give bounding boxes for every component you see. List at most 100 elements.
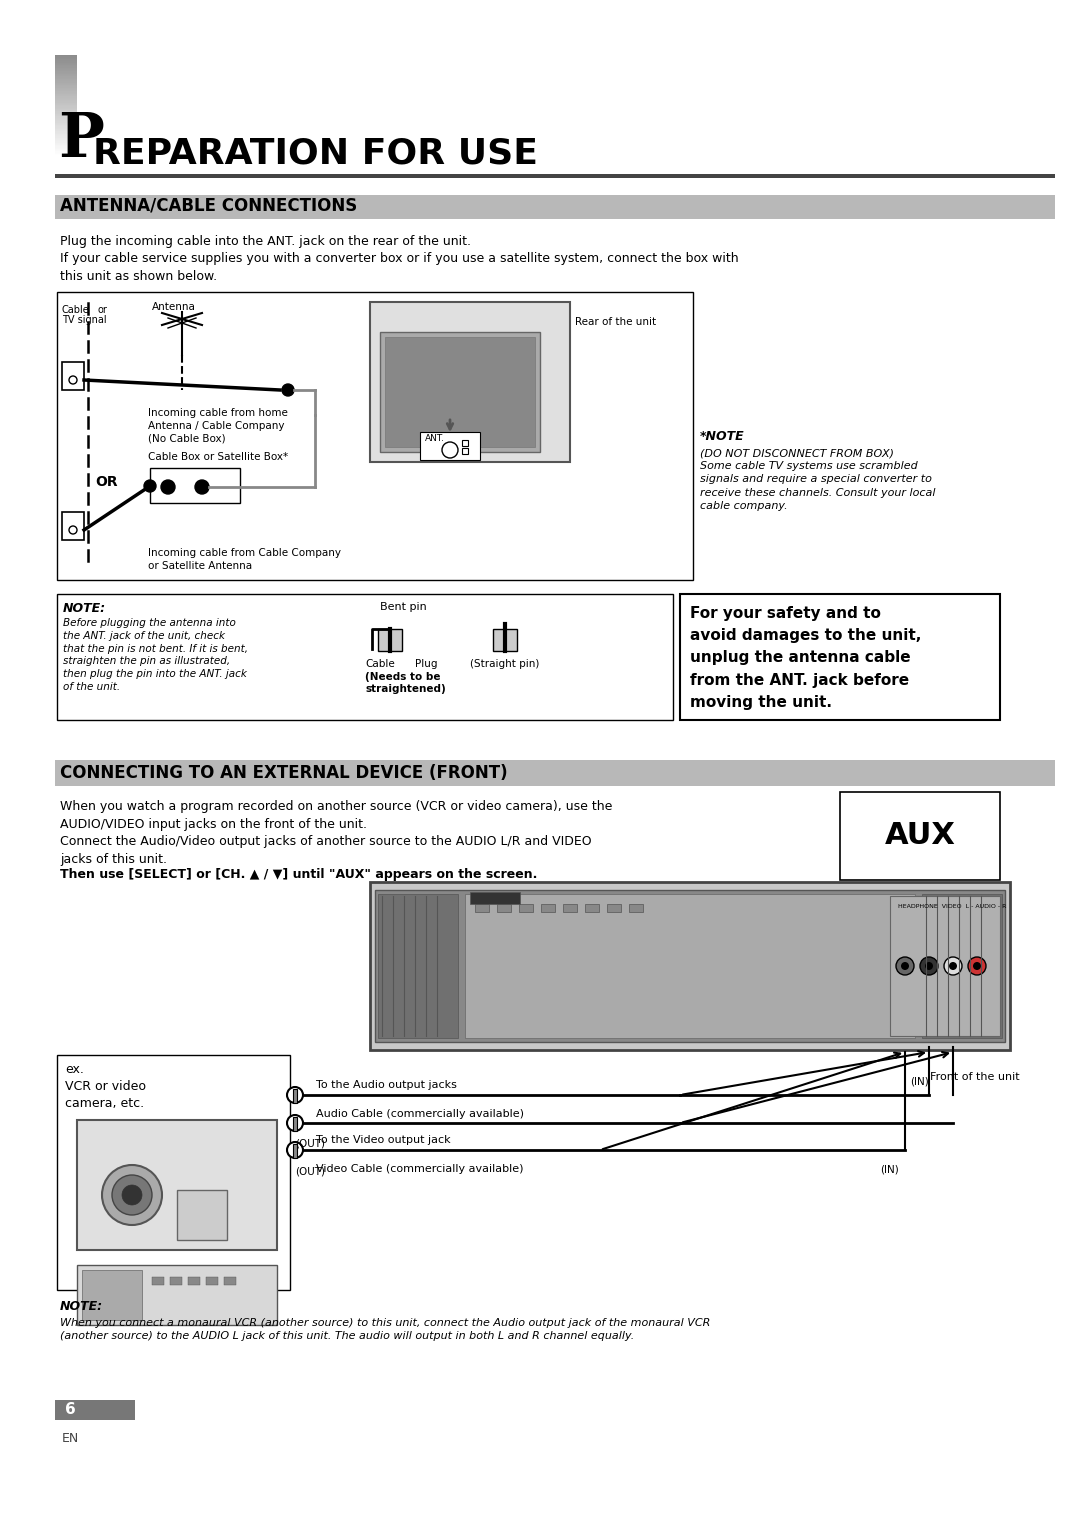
Text: Cable: Cable (365, 659, 395, 669)
Circle shape (112, 1175, 152, 1215)
Text: (IN): (IN) (880, 1164, 899, 1174)
Text: OUT: OUT (192, 471, 208, 478)
Text: ANT.: ANT. (426, 434, 445, 443)
Text: Video Cable (commercially available): Video Cable (commercially available) (316, 1164, 524, 1174)
Text: 6: 6 (65, 1403, 76, 1416)
Circle shape (102, 1164, 162, 1225)
Text: (Straight pin): (Straight pin) (470, 659, 539, 669)
Bar (384, 338, 535, 448)
Text: Incoming cable from Cable Company
or Satellite Antenna: Incoming cable from Cable Company or Sat… (148, 549, 341, 571)
Text: NOTE:: NOTE: (60, 1300, 103, 1313)
Text: Incoming cable from home
Antenna / Cable Company
(No Cable Box): Incoming cable from home Antenna / Cable… (148, 408, 288, 443)
Text: OR: OR (95, 475, 118, 489)
Text: Cable: Cable (62, 306, 90, 315)
Bar (293, 1117, 297, 1131)
Text: If your cable service supplies you with a converter box or if you use a satellit: If your cable service supplies you with … (60, 252, 739, 283)
Text: For your safety and to
avoid damages to the unit,
unplug the antenna cable
from : For your safety and to avoid damages to … (690, 607, 921, 711)
Bar (206, 1277, 218, 1285)
Circle shape (144, 480, 156, 492)
Bar (462, 448, 468, 454)
Bar (150, 468, 240, 503)
Bar (465, 894, 915, 1038)
Bar (152, 1277, 164, 1285)
Bar (519, 905, 534, 912)
Text: *NOTE: *NOTE (700, 429, 744, 443)
Text: or: or (98, 306, 108, 315)
Text: EN: EN (62, 1432, 79, 1445)
Text: (IN): (IN) (910, 1077, 929, 1086)
Text: AUX: AUX (885, 822, 956, 851)
Circle shape (287, 1086, 303, 1103)
Text: Then use [SELECT] or [CH. ▲ / ▼] until "AUX" appears on the screen.: Then use [SELECT] or [CH. ▲ / ▼] until "… (60, 868, 538, 882)
Text: When you connect a monaural VCR (another source) to this unit, connect the Audio: When you connect a monaural VCR (another… (60, 1319, 711, 1342)
Text: (Needs to be
straightened): (Needs to be straightened) (365, 672, 446, 694)
Text: IN: IN (158, 471, 166, 478)
Bar (585, 905, 599, 912)
Bar (470, 892, 519, 905)
Bar (57, 594, 673, 720)
Circle shape (920, 957, 939, 975)
Bar (293, 1144, 297, 1158)
Text: When you watch a program recorded on another source (VCR or video camera), use t: When you watch a program recorded on ano… (60, 801, 612, 831)
Bar (840, 792, 1000, 880)
Text: Cable Box or Satellite Box*: Cable Box or Satellite Box* (148, 452, 288, 461)
Bar (57, 1054, 291, 1290)
Bar (541, 905, 555, 912)
Circle shape (949, 963, 957, 970)
Text: Front of the unit: Front of the unit (930, 1073, 1020, 1082)
Bar (293, 1089, 297, 1103)
Bar (55, 196, 1055, 219)
Text: To the Audio output jacks: To the Audio output jacks (316, 1080, 457, 1089)
Text: Bent pin: Bent pin (380, 602, 427, 613)
Bar (370, 882, 1010, 1050)
Circle shape (195, 480, 210, 494)
Circle shape (944, 957, 962, 975)
Text: Rear of the unit: Rear of the unit (575, 316, 657, 327)
Bar (62, 362, 84, 390)
Circle shape (924, 963, 933, 970)
Text: To the Video output jack: To the Video output jack (316, 1135, 450, 1144)
Bar (629, 905, 643, 912)
Bar (380, 332, 540, 452)
Text: CONNECTING TO AN EXTERNAL DEVICE (FRONT): CONNECTING TO AN EXTERNAL DEVICE (FRONT) (60, 764, 508, 782)
Text: ANTENNA/CABLE CONNECTIONS: ANTENNA/CABLE CONNECTIONS (60, 197, 357, 215)
Text: (OUT): (OUT) (295, 1138, 325, 1149)
Bar (922, 894, 1002, 1038)
Bar (420, 432, 480, 460)
Bar (55, 759, 1055, 785)
Bar (170, 1277, 183, 1285)
Text: NOTE:: NOTE: (63, 602, 106, 614)
Text: REPARATION FOR USE: REPARATION FOR USE (93, 136, 538, 170)
Bar (57, 292, 693, 581)
Bar (370, 303, 570, 461)
Bar (378, 894, 458, 1038)
Bar (462, 440, 468, 446)
Circle shape (287, 1115, 303, 1131)
Text: TV signal: TV signal (62, 315, 107, 325)
Circle shape (69, 376, 77, 384)
Circle shape (968, 957, 986, 975)
Circle shape (69, 526, 77, 533)
Text: Plug: Plug (415, 659, 437, 669)
Text: (DO NOT DISCONNECT FROM BOX)
Some cable TV systems use scrambled
signals and req: (DO NOT DISCONNECT FROM BOX) Some cable … (700, 448, 935, 510)
Text: Plug the incoming cable into the ANT. jack on the rear of the unit.: Plug the incoming cable into the ANT. ja… (60, 235, 471, 248)
Circle shape (122, 1186, 141, 1206)
Bar (82, 1270, 141, 1320)
Bar (77, 1120, 276, 1250)
Bar (475, 905, 489, 912)
Bar (77, 1265, 276, 1325)
Bar (607, 905, 621, 912)
Bar (497, 905, 511, 912)
Bar (224, 1277, 237, 1285)
Bar (375, 889, 1005, 1042)
Circle shape (282, 384, 294, 396)
Text: Audio Cable (commercially available): Audio Cable (commercially available) (316, 1109, 524, 1118)
Circle shape (161, 480, 175, 494)
Bar (890, 895, 1000, 1036)
Bar (378, 630, 402, 651)
Circle shape (896, 957, 914, 975)
Circle shape (901, 963, 909, 970)
Text: Connect the Audio/Video output jacks of another source to the AUDIO L/R and VIDE: Connect the Audio/Video output jacks of … (60, 834, 592, 866)
Text: Antenna: Antenna (152, 303, 195, 312)
Bar (55, 174, 1055, 177)
